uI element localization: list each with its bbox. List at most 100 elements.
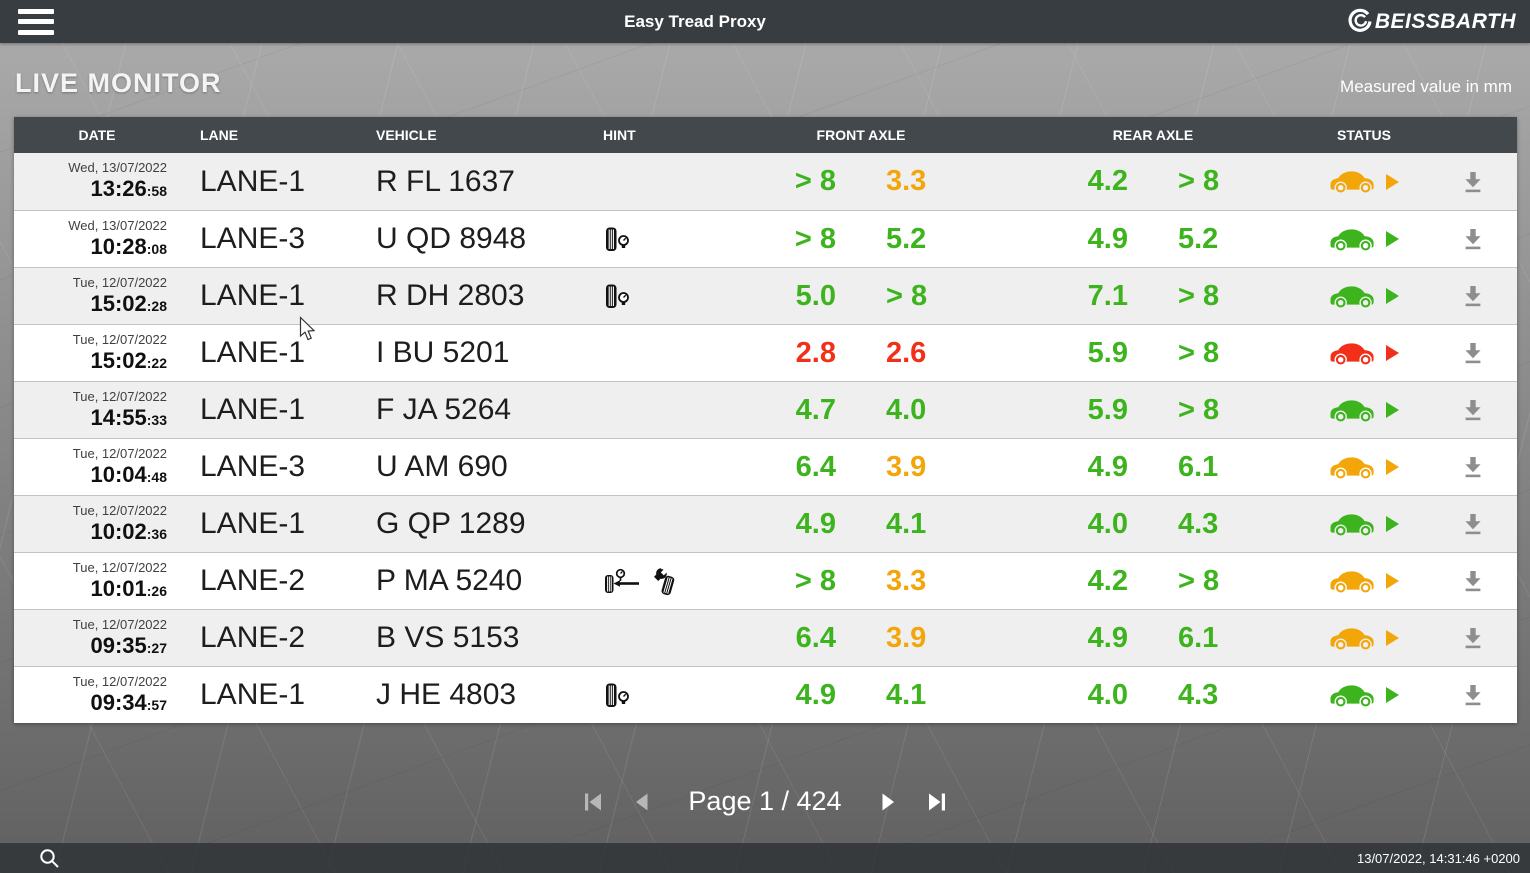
row-lane: LANE-1 [200, 393, 306, 426]
row-time: 10:04:48 [90, 461, 167, 487]
download-icon[interactable] [1462, 455, 1484, 479]
row-front-axle: 6.4 3.9 [715, 622, 1007, 655]
play-arrow-icon [1385, 230, 1400, 248]
row-time: 15:02:28 [90, 290, 167, 316]
row-lane: LANE-3 [200, 222, 306, 255]
search-icon[interactable] [38, 847, 61, 870]
row-status [1299, 511, 1429, 538]
menu-icon[interactable] [18, 8, 54, 35]
table-row[interactable]: Tue, 12/07/2022 09:34:57 LANE-1 J HE 480… [14, 666, 1517, 723]
play-arrow-icon [1385, 572, 1400, 590]
row-status [1299, 454, 1429, 481]
unit-note: Measured value in mm [1340, 77, 1512, 96]
play-arrow-icon [1385, 458, 1400, 476]
download-icon[interactable] [1462, 284, 1484, 308]
column-header-front-axle: FRONT AXLE [816, 127, 906, 143]
table-header: DATE LANE VEHICLE HINT FRONT AXLE REAR A… [14, 117, 1517, 153]
car-status-icon [1328, 340, 1378, 367]
rear-axle-right-value: 4.3 [1178, 507, 1219, 540]
row-status [1299, 226, 1429, 253]
row-front-axle: 4.7 4.0 [715, 394, 1007, 427]
front-axle-right-value: 4.0 [886, 393, 927, 426]
row-vehicle-plate: F JA 5264 [376, 393, 512, 426]
car-status-icon [1328, 682, 1378, 709]
rear-axle-left-value: 4.0 [1087, 678, 1128, 711]
rear-axle-right-value: > 8 [1178, 564, 1220, 597]
last-page-button[interactable] [926, 791, 948, 813]
download-icon[interactable] [1462, 170, 1484, 194]
row-status [1299, 283, 1429, 310]
table-row[interactable]: Tue, 12/07/2022 15:02:28 LANE-1 R DH 280… [14, 267, 1517, 324]
download-icon[interactable] [1462, 626, 1484, 650]
page-indicator: Page 1 / 424 [688, 786, 842, 816]
play-arrow-icon [1385, 515, 1400, 533]
column-header-hint: HINT [603, 127, 636, 143]
rear-axle-right-value: > 8 [1178, 336, 1220, 369]
row-front-axle: > 8 3.3 [715, 165, 1007, 198]
previous-page-button[interactable] [631, 791, 653, 813]
front-axle-right-value: 3.3 [886, 165, 927, 197]
download-icon[interactable] [1462, 569, 1484, 593]
status-bar: 13/07/2022, 14:31:46 +0200 [0, 843, 1530, 873]
download-icon[interactable] [1462, 341, 1484, 365]
row-status [1299, 568, 1429, 595]
row-lane: LANE-1 [200, 507, 306, 540]
top-bar: Easy Tread Proxy BEISSBARTH [0, 0, 1530, 43]
table-row[interactable]: Tue, 12/07/2022 15:02:22 LANE-1 I BU 520… [14, 324, 1517, 381]
front-axle-right-value: 3.3 [886, 564, 927, 597]
rear-axle-right-value: > 8 [1178, 165, 1220, 197]
row-status [1299, 625, 1429, 652]
page-title: LIVE MONITOR [15, 68, 222, 98]
row-hints [575, 567, 715, 596]
front-axle-left-value: > 8 [794, 165, 836, 197]
row-status [1299, 397, 1429, 424]
row-lane: LANE-1 [200, 279, 306, 312]
row-time: 15:02:22 [90, 347, 167, 373]
table-row[interactable]: Tue, 12/07/2022 10:01:26 LANE-2 P MA 524… [14, 552, 1517, 609]
row-front-axle: > 8 3.3 [715, 565, 1007, 598]
front-axle-left-value: > 8 [794, 564, 836, 597]
table-row[interactable]: Wed, 13/07/2022 13:26:58 LANE-1 R FL 163… [14, 153, 1517, 210]
row-front-axle: 2.8 2.6 [715, 337, 1007, 370]
download-icon[interactable] [1462, 398, 1484, 422]
car-icon [1330, 285, 1374, 309]
row-status [1299, 682, 1429, 709]
table-row[interactable]: Tue, 12/07/2022 10:04:48 LANE-3 U AM 690… [14, 438, 1517, 495]
row-date: Tue, 12/07/2022 [72, 616, 167, 632]
first-page-button[interactable] [582, 791, 604, 813]
results-table: DATE LANE VEHICLE HINT FRONT AXLE REAR A… [14, 117, 1517, 723]
rear-axle-left-value: 4.9 [1087, 450, 1128, 483]
row-status [1299, 168, 1429, 195]
download-icon[interactable] [1462, 512, 1484, 536]
front-axle-right-value: 3.9 [886, 621, 927, 654]
next-page-button[interactable] [877, 791, 899, 813]
row-date: Tue, 12/07/2022 [72, 502, 167, 518]
play-arrow-icon [1385, 401, 1400, 419]
row-rear-axle: 5.9 > 8 [1007, 337, 1299, 370]
play-arrow-icon [1385, 629, 1400, 647]
row-date: Tue, 12/07/2022 [72, 559, 167, 575]
front-axle-right-value: > 8 [886, 279, 928, 312]
table-row[interactable]: Wed, 13/07/2022 10:28:08 LANE-3 U QD 894… [14, 210, 1517, 267]
front-axle-right-value: 2.6 [886, 336, 927, 369]
table-row[interactable]: Tue, 12/07/2022 14:55:33 LANE-1 F JA 526… [14, 381, 1517, 438]
car-status-icon [1328, 511, 1378, 538]
row-rear-axle: 4.0 4.3 [1007, 679, 1299, 712]
row-date: Tue, 12/07/2022 [72, 673, 167, 689]
row-vehicle-plate: U AM 690 [376, 450, 508, 483]
front-axle-left-value: 6.4 [795, 621, 836, 654]
front-axle-right-value: 4.1 [886, 507, 927, 540]
table-row[interactable]: Tue, 12/07/2022 10:02:36 LANE-1 G QP 128… [14, 495, 1517, 552]
download-icon[interactable] [1462, 683, 1484, 707]
car-icon [1330, 570, 1374, 594]
front-axle-left-value: 5.0 [795, 279, 836, 312]
row-vehicle-plate: B VS 5153 [376, 621, 520, 654]
pagination: Page 1 / 424 [0, 786, 1530, 817]
row-vehicle-plate: U QD 8948 [376, 222, 527, 255]
row-date: Tue, 12/07/2022 [72, 331, 167, 347]
row-lane: LANE-2 [200, 621, 306, 654]
car-status-icon [1328, 168, 1378, 195]
download-icon[interactable] [1462, 227, 1484, 251]
app-title: Easy Tread Proxy [624, 11, 766, 31]
table-row[interactable]: Tue, 12/07/2022 09:35:27 LANE-2 B VS 515… [14, 609, 1517, 666]
